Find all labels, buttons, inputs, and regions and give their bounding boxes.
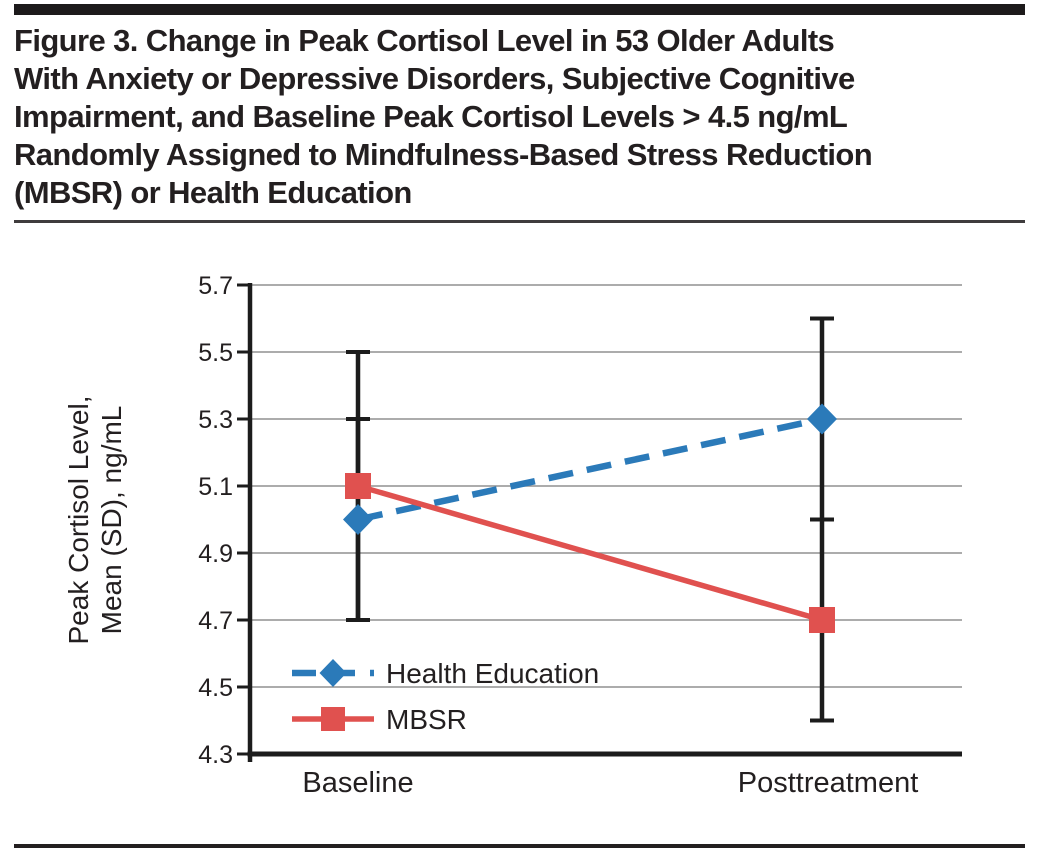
x-category-label: Posttreatment — [738, 767, 919, 799]
y-tick-label: 5.5 — [198, 339, 233, 367]
legend-health-education-marker — [319, 659, 347, 687]
top-rule — [14, 4, 1025, 15]
y-tick-label: 5.7 — [198, 272, 233, 300]
mbsr-marker — [345, 473, 371, 499]
y-tick-label: 5.1 — [198, 473, 233, 501]
x-category-label: Baseline — [302, 767, 413, 799]
figure-title-line: With Anxiety or Depressive Disorders, Su… — [14, 61, 855, 96]
health-education-line — [357, 415, 823, 523]
legend-mbsr-marker — [321, 707, 345, 731]
figure-title-line: (MBSR) or Health Education — [14, 175, 412, 210]
title-divider — [14, 220, 1025, 223]
y-tick-label: 5.3 — [198, 406, 233, 434]
health-education-marker — [343, 504, 373, 535]
y-tick-label: 4.9 — [198, 540, 233, 568]
figure-title-line: Randomly Assigned to Mindfulness-Based S… — [14, 137, 873, 172]
y-tick-label: 4.3 — [198, 741, 233, 769]
figure-title-line: Figure 3. Change in Peak Cortisol Level … — [14, 23, 835, 58]
y-tick-label: 4.5 — [198, 674, 233, 702]
legend-label: MBSR — [386, 704, 467, 735]
mbsr-marker — [809, 607, 835, 633]
bottom-rule — [14, 844, 1025, 848]
y-tick-label: 4.7 — [198, 607, 233, 635]
mbsr-line — [357, 483, 823, 623]
legend-label: Health Education — [386, 658, 599, 689]
health-education-marker — [807, 403, 837, 435]
y-axis-title: Peak Cortisol Level,Mean (SD), ng/mL — [63, 395, 127, 644]
figure-title: Figure 3. Change in Peak Cortisol Level … — [14, 22, 1032, 212]
figure-title-line: Impairment, and Baseline Peak Cortisol L… — [14, 99, 848, 134]
